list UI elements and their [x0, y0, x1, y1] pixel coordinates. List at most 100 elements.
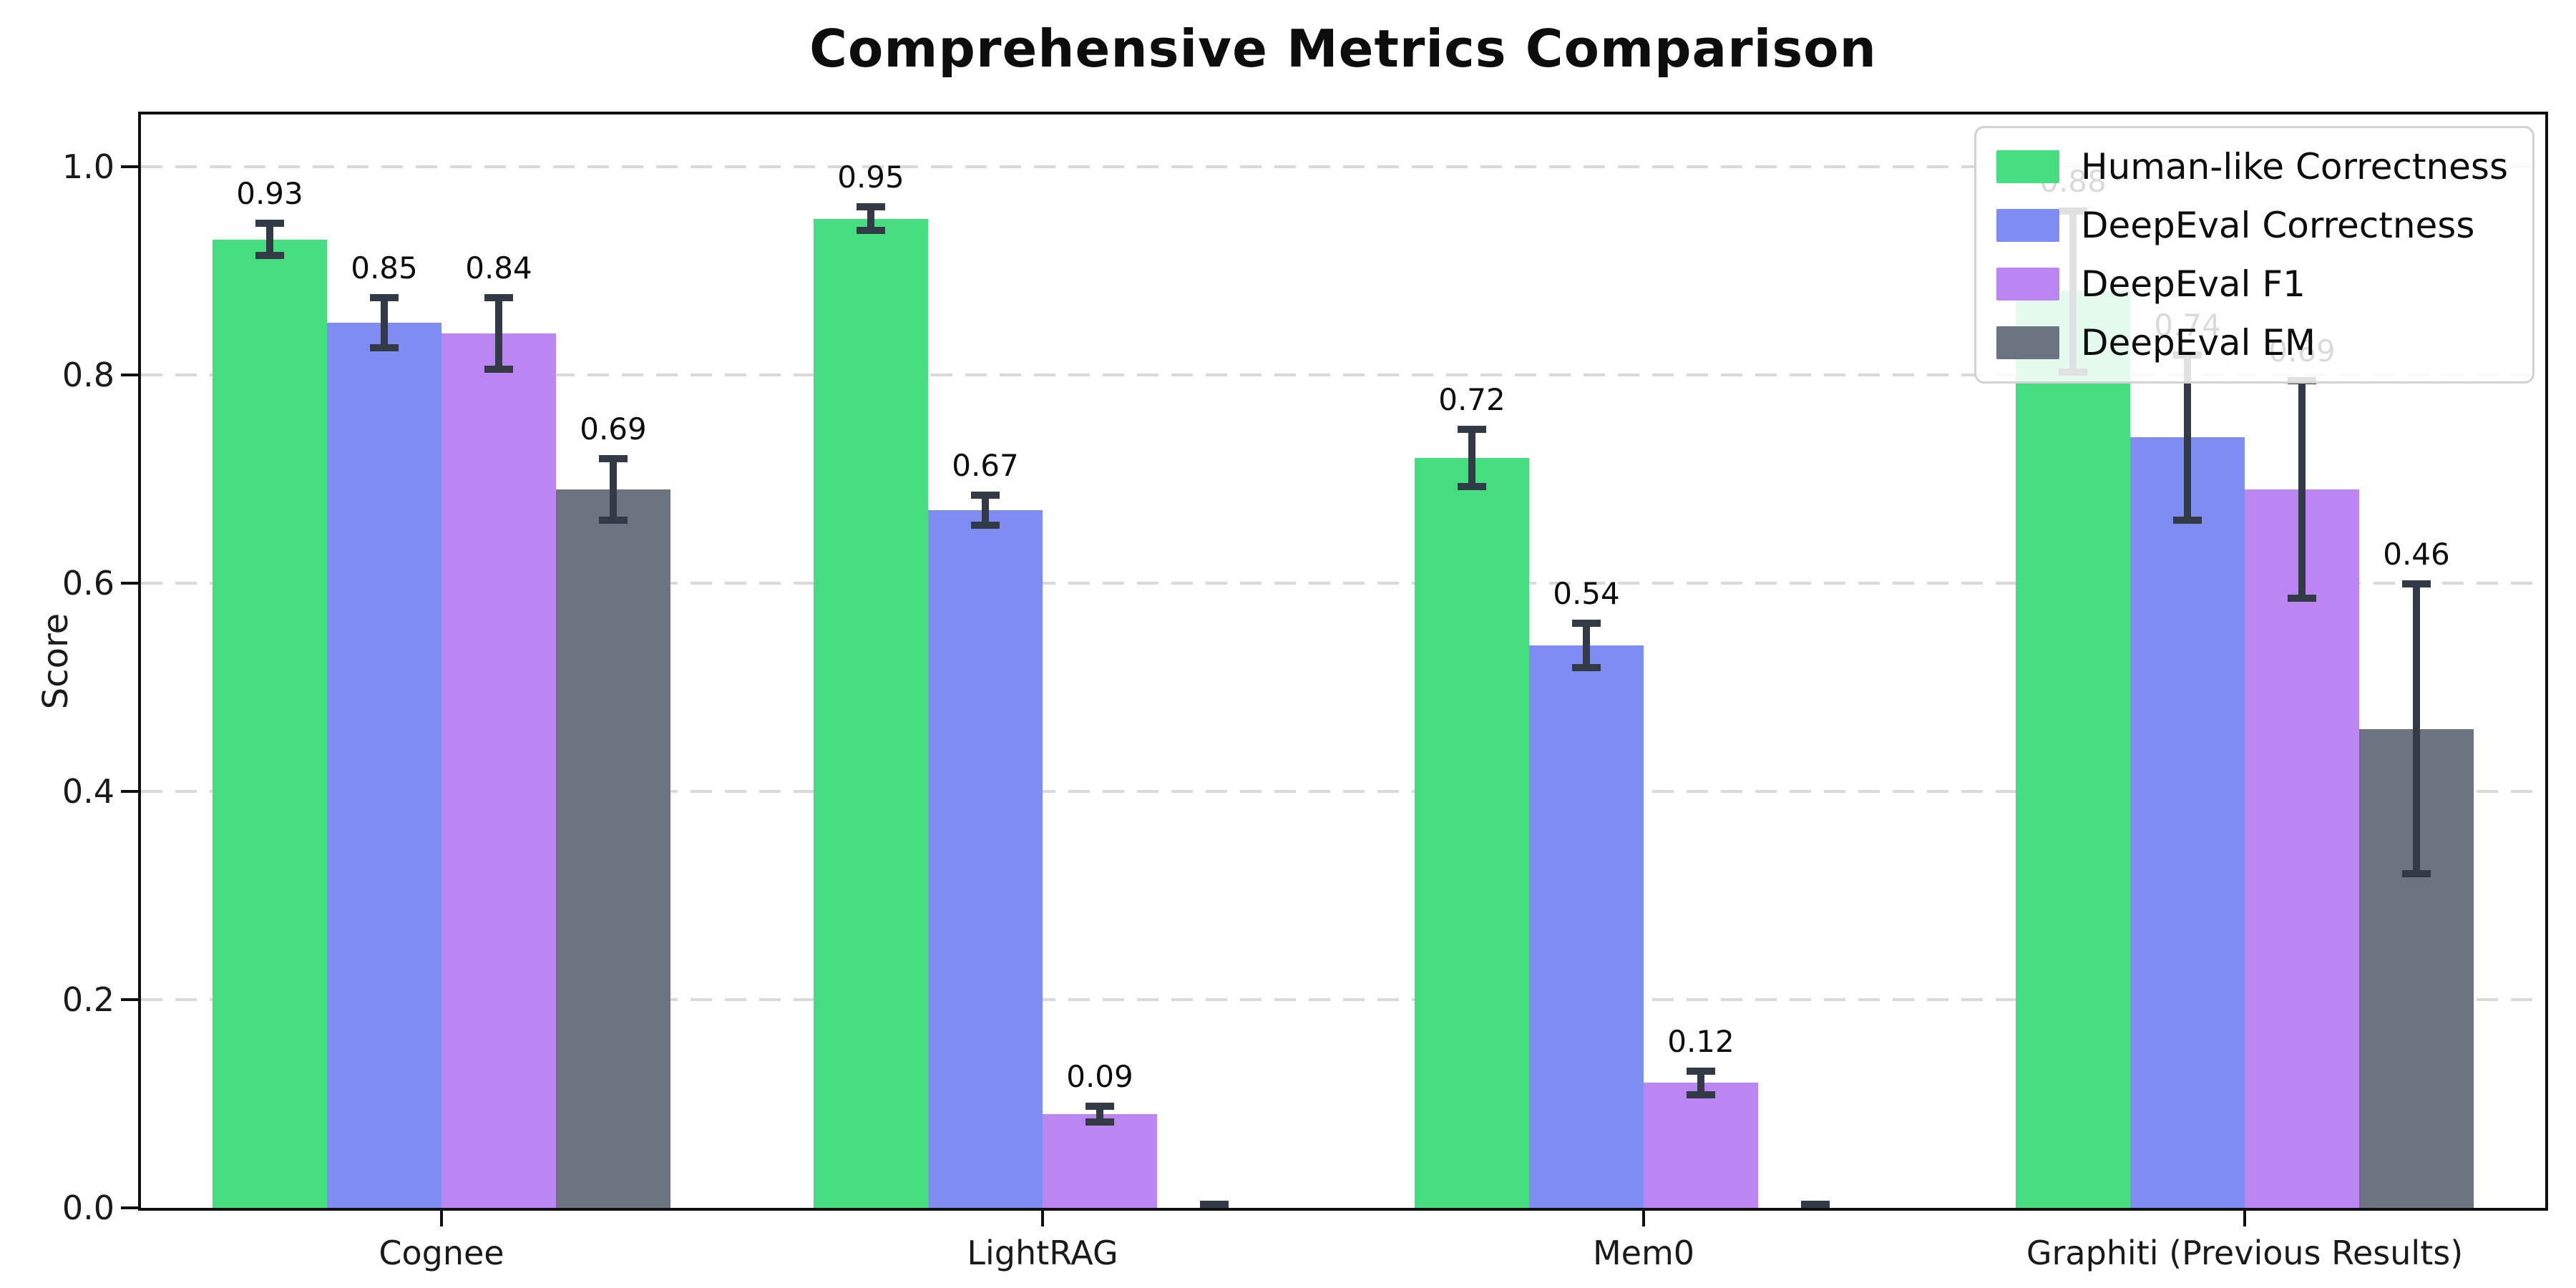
- y-tick-mark: [121, 789, 138, 793]
- bar-value-label: 0.12: [1667, 1023, 1735, 1059]
- chart-title: Comprehensive Metrics Comparison: [809, 19, 1877, 79]
- legend-label: DeepEval EM: [2080, 322, 2316, 364]
- x-tick-label: LightRAG: [967, 1234, 1118, 1272]
- error-bar-cap: [484, 365, 513, 373]
- error-bar: [1697, 1070, 1704, 1096]
- error-bar-cap: [255, 251, 284, 259]
- y-tick-label: 0.2: [62, 980, 114, 1019]
- error-bar-cap: [1572, 664, 1601, 672]
- error-bar-cap: [1458, 426, 1486, 434]
- bar: [1644, 1083, 1758, 1208]
- bar: [2245, 489, 2359, 1208]
- error-bar: [982, 494, 989, 526]
- y-tick-label: 1.0: [62, 147, 114, 186]
- error-bar-cap: [1572, 620, 1601, 628]
- bar: [814, 218, 928, 1208]
- x-tick-mark: [2243, 1211, 2246, 1226]
- legend-label: DeepEval Correctness: [2080, 205, 2475, 246]
- y-tick-mark: [121, 581, 138, 585]
- bar: [441, 333, 556, 1208]
- bar-value-label: 0.09: [1066, 1059, 1133, 1095]
- error-bar: [2298, 380, 2306, 599]
- error-bar-cap: [599, 516, 628, 524]
- error-bar-cap: [1687, 1091, 1715, 1098]
- error-bar-cap: [370, 344, 399, 352]
- error-bar-cap: [370, 293, 399, 301]
- error-bar-cap: [1200, 1201, 1229, 1208]
- gridline-0.8: [141, 373, 2545, 376]
- error-bar: [1468, 429, 1475, 487]
- error-bar-cap: [971, 521, 1000, 529]
- bar-value-label: 0.85: [351, 250, 418, 286]
- legend-swatch: [1996, 268, 2059, 301]
- error-bar-cap: [857, 203, 885, 211]
- legend-label: DeepEval F1: [2080, 263, 2306, 305]
- x-tick-label: Mem0: [1592, 1234, 1695, 1272]
- y-tick-label: 0.6: [62, 563, 114, 602]
- error-bar-cap: [2402, 580, 2431, 587]
- y-tick-label: 0.4: [62, 771, 114, 811]
- x-tick-mark: [440, 1211, 443, 1226]
- legend-item: DeepEval EM: [1996, 323, 2508, 363]
- bar-value-label: 0.67: [952, 448, 1019, 484]
- error-bar-cap: [1801, 1201, 1830, 1208]
- bar: [2130, 437, 2245, 1208]
- error-bar-cap: [1085, 1103, 1114, 1111]
- bar: [1529, 645, 1644, 1208]
- legend-swatch: [1996, 326, 2059, 359]
- legend-item: DeepEval F1: [1996, 264, 2508, 304]
- legend-swatch: [1996, 150, 2059, 183]
- error-bar-cap: [1801, 1209, 1830, 1211]
- bar-value-label: 0.69: [580, 411, 647, 447]
- y-tick-mark: [121, 997, 138, 1001]
- x-tick-label: Cognee: [379, 1234, 504, 1272]
- y-axis-label: Score: [36, 613, 76, 710]
- legend-item: DeepEval Correctness: [1996, 205, 2508, 245]
- bar-value-label: 0.46: [2383, 536, 2450, 572]
- bar-value-label: 0.84: [465, 250, 532, 286]
- error-bar: [2184, 353, 2191, 521]
- bar: [556, 489, 670, 1208]
- error-bar-cap: [599, 455, 628, 463]
- legend-item: Human-like Correctness: [1996, 147, 2508, 187]
- bar: [1043, 1114, 1157, 1208]
- error-bar-cap: [255, 220, 284, 228]
- error-bar-cap: [2173, 516, 2202, 524]
- error-bar: [610, 458, 617, 521]
- x-tick-mark: [1041, 1211, 1044, 1226]
- gridline-0.6: [141, 581, 2545, 585]
- error-bar-cap: [857, 226, 885, 234]
- y-tick-label: 0.8: [62, 355, 114, 394]
- error-bar-cap: [1687, 1067, 1715, 1075]
- x-tick-mark: [1642, 1211, 1645, 1226]
- error-bar-cap: [1458, 482, 1486, 490]
- bar-value-label: 0.72: [1438, 382, 1506, 418]
- legend-label: Human-like Correctness: [2080, 146, 2508, 187]
- x-tick-label: Graphiti (Previous Results): [2026, 1234, 2464, 1272]
- error-bar: [867, 206, 874, 231]
- error-bar: [381, 296, 388, 349]
- error-bar: [1583, 623, 1590, 669]
- error-bar-cap: [1200, 1209, 1229, 1211]
- bar: [2016, 291, 2130, 1208]
- error-bar: [1096, 1106, 1103, 1123]
- y-tick-mark: [121, 165, 138, 168]
- y-tick-label: 0.0: [62, 1189, 114, 1227]
- bar: [1415, 458, 1529, 1208]
- error-bar-cap: [2402, 870, 2431, 878]
- bar-value-label: 0.54: [1553, 576, 1620, 612]
- error-bar-cap: [1085, 1118, 1114, 1126]
- gridline-0.4: [141, 789, 2545, 793]
- error-bar: [2413, 582, 2420, 875]
- bar: [928, 509, 1043, 1208]
- error-bar: [266, 223, 273, 256]
- bar: [327, 323, 441, 1208]
- y-tick-mark: [121, 373, 138, 376]
- gridline-0.2: [141, 997, 2545, 1001]
- error-bar-cap: [971, 492, 1000, 499]
- bar-value-label: 0.93: [236, 176, 303, 212]
- error-bar-cap: [484, 293, 513, 301]
- error-bar-cap: [2288, 594, 2316, 602]
- legend: Human-like Correctness DeepEval Correctne…: [1974, 126, 2534, 384]
